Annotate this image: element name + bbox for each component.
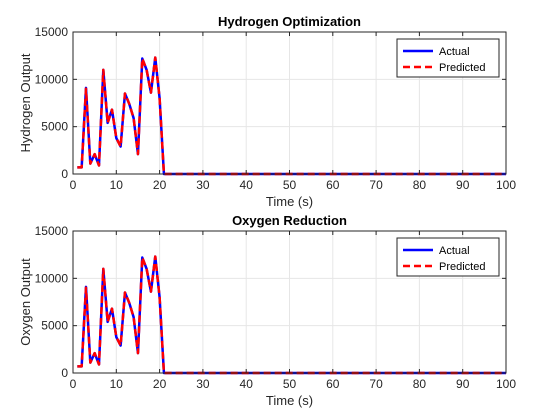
chart-panel-1: 0 10 20 30 40 50 60 70 80 90 100050001000015000Hyd… <box>18 14 516 209</box>
legend: Actual Predicted <box>396 237 500 277</box>
x-tick-label: 80 <box>413 377 427 391</box>
x-tick-label: 100 <box>496 377 516 391</box>
legend-label-predicted: Predicted <box>439 62 485 74</box>
x-tick-label: 10 <box>110 377 124 391</box>
legend-label-actual: Actual <box>439 46 470 58</box>
x-tick-label: 0 <box>70 178 77 192</box>
x-tick-label: 50 <box>283 377 297 391</box>
x-tick-label: 100 <box>496 178 516 192</box>
x-tick-label: 70 <box>369 377 383 391</box>
y-tick-label: 5000 <box>41 120 68 134</box>
legend: Actual Predicted <box>396 38 500 78</box>
x-tick-label: 70 <box>369 178 383 192</box>
chart-panel-2: 0 10 20 30 40 50 60 70 80 90 100 0 5000 10000 15000 Oxy… <box>18 213 516 408</box>
legend-label-predicted: Predicted <box>439 261 485 273</box>
chart-title: Oxygen Reduction <box>232 213 347 228</box>
x-tick-label: 40 <box>240 178 254 192</box>
x-axis-label: Time (s) <box>266 393 313 408</box>
legend-label-actual: Actual <box>439 245 470 257</box>
x-tick-label: 0 <box>70 377 77 391</box>
x-tick-label: 90 <box>456 377 470 391</box>
x-tick-label: 30 <box>196 377 210 391</box>
y-tick-label: 0 <box>61 366 68 380</box>
x-tick-label: 60 <box>326 377 340 391</box>
x-tick-label: 40 <box>240 377 254 391</box>
x-tick-label: 20 <box>153 377 167 391</box>
y-axis-label: Oxygen Output <box>18 258 33 346</box>
y-tick-label: 5000 <box>41 319 68 333</box>
legend-box <box>396 38 500 78</box>
x-tick-label: 50 <box>283 178 297 192</box>
chart-title: Hydrogen Optimization <box>218 14 361 29</box>
legend-box <box>396 237 500 277</box>
y-tick-label: 15000 <box>35 224 69 238</box>
x-axis-label: Time (s) <box>266 194 313 209</box>
x-tick-label: 30 <box>196 178 210 192</box>
y-axis-label: Hydrogen Output <box>18 53 33 152</box>
x-tick-label: 80 <box>413 178 427 192</box>
y-tick-label: 10000 <box>35 72 69 86</box>
y-tick-label: 0 <box>61 167 68 181</box>
y-tick-label: 15000 <box>35 25 69 39</box>
x-tick-label: 20 <box>153 178 167 192</box>
x-tick-label: 90 <box>456 178 470 192</box>
x-tick-label: 60 <box>326 178 340 192</box>
y-tick-label: 10000 <box>35 271 69 285</box>
x-tick-label: 10 <box>110 178 124 192</box>
